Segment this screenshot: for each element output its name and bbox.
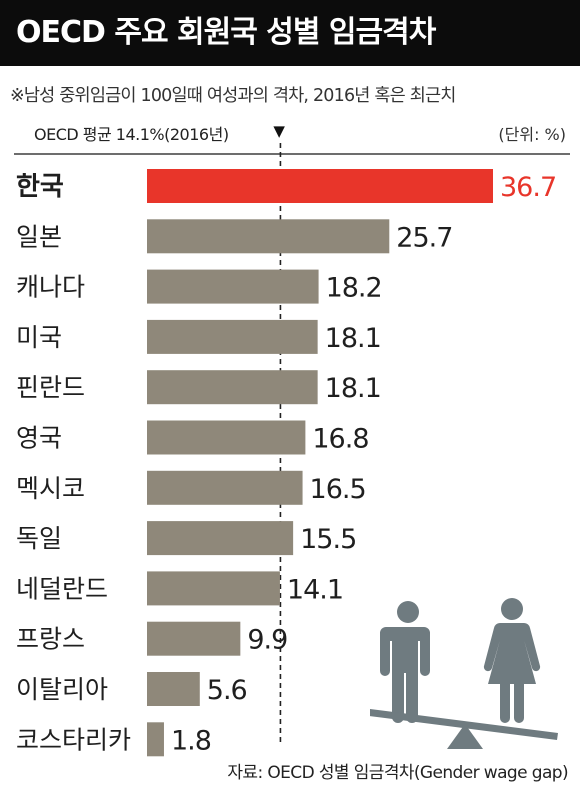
- value-label: 18.1: [325, 373, 381, 404]
- bar: [147, 621, 241, 656]
- bar: [147, 269, 319, 304]
- category-label: 캐나다: [16, 273, 85, 302]
- value-label: 16.8: [312, 424, 368, 455]
- oecd-average-label: OECD 평균 14.1%(2016년): [34, 125, 229, 144]
- category-label: 독일: [16, 524, 62, 553]
- bar: [147, 571, 280, 606]
- category-label: 영국: [16, 424, 62, 453]
- bar: [147, 470, 303, 505]
- gender-scale-illustration: [370, 598, 558, 749]
- value-label: 36.7: [500, 172, 556, 203]
- category-label: 멕시코: [16, 474, 85, 503]
- man-head-icon: [397, 601, 419, 623]
- category-label: 핀란드: [16, 373, 85, 402]
- bar: [147, 219, 390, 254]
- bar: [147, 370, 318, 405]
- value-label: 9.9: [247, 625, 287, 656]
- value-label: 5.6: [207, 675, 247, 706]
- value-label: 1.8: [171, 725, 211, 756]
- woman-body-icon: [483, 622, 541, 723]
- chart-note: ※남성 중위임금이 100일때 여성과의 격차, 2016년 혹은 최근치: [10, 86, 456, 106]
- category-label: 한국: [16, 172, 64, 202]
- bar: [147, 169, 493, 203]
- bar: [147, 420, 306, 455]
- average-marker-icon: ▼: [273, 122, 285, 140]
- seesaw-plank-icon: [370, 709, 558, 740]
- category-label: 이탈리아: [16, 675, 108, 704]
- header-divider: [14, 153, 570, 155]
- value-label: 15.5: [300, 524, 356, 555]
- source-label: 자료: OECD 성별 임금격차(Gender wage gap): [227, 763, 568, 783]
- chart-title: OECD 주요 회원국 성별 임금격차: [16, 15, 436, 50]
- bar: [147, 521, 294, 556]
- unit-label: (단위: %): [498, 125, 566, 144]
- title-bar: OECD 주요 회원국 성별 임금격차: [0, 0, 580, 66]
- category-label: 미국: [16, 323, 62, 352]
- value-label: 18.2: [326, 273, 382, 304]
- category-label: 일본: [16, 222, 62, 251]
- category-label: 프랑스: [16, 625, 85, 654]
- man-body-icon: [380, 627, 430, 723]
- seesaw-fulcrum-icon: [447, 724, 483, 749]
- bar: [147, 722, 164, 757]
- category-label: 코스타리카: [16, 725, 131, 754]
- value-label: 14.1: [287, 574, 343, 605]
- bar: [147, 672, 200, 706]
- woman-head-icon: [501, 598, 523, 620]
- value-label: 16.5: [310, 474, 366, 505]
- bar: [147, 319, 318, 354]
- value-label: 25.7: [396, 222, 452, 253]
- value-label: 18.1: [325, 323, 381, 354]
- category-label: 네덜란드: [16, 574, 108, 603]
